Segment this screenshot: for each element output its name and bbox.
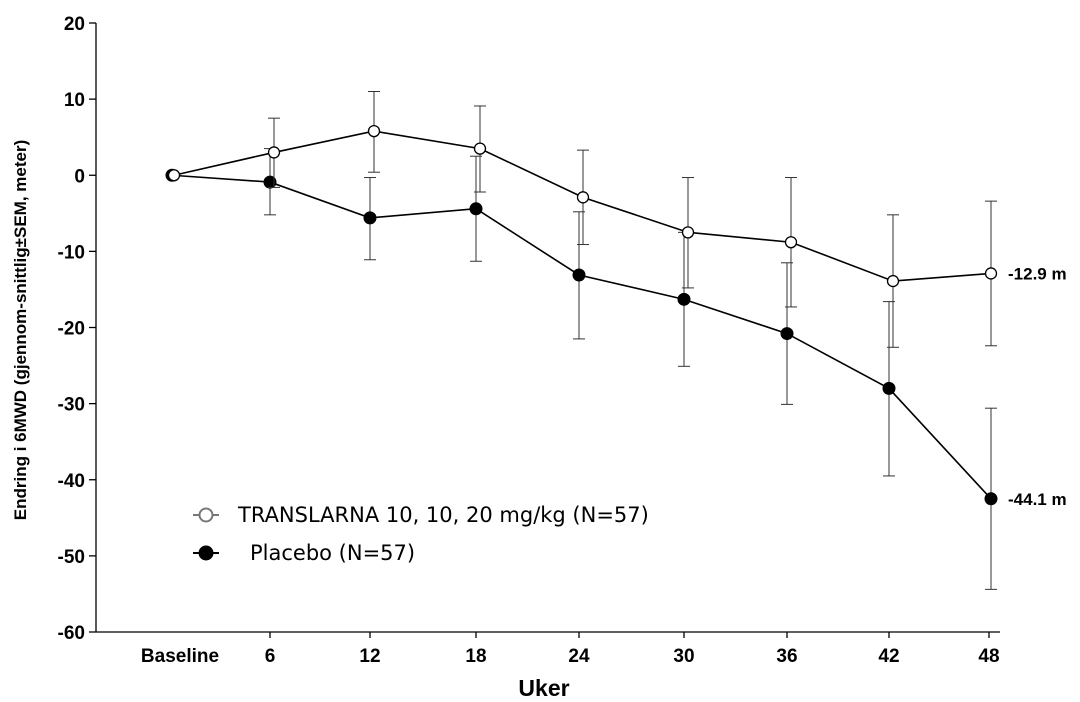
- x-tick-label: 42: [878, 646, 899, 667]
- y-tick-label: 0: [74, 166, 85, 187]
- x-tick-label: 18: [465, 646, 486, 667]
- data-point: [363, 211, 377, 225]
- data-point: [367, 124, 381, 138]
- legend-item-translarna: TRANSLARNA 10, 10, 20 mg/kg (N=57): [193, 503, 649, 527]
- data-point: [263, 175, 277, 189]
- data-point: [681, 226, 695, 239]
- x-ticks: Baseline 6 12 18 24 30 36 42 48: [141, 632, 1000, 667]
- data-point: [473, 142, 487, 155]
- legend-item-placebo: Placebo (N=57): [193, 541, 415, 565]
- y-tick-label: -60: [58, 623, 85, 644]
- y-tick-label: -20: [58, 319, 85, 340]
- data-point: [984, 492, 998, 506]
- series-translarna: -12.9 m: [167, 91, 1067, 348]
- x-tick-label: 36: [776, 646, 797, 667]
- data-point: [784, 236, 798, 249]
- legend: TRANSLARNA 10, 10, 20 mg/kg (N=57) Place…: [193, 503, 649, 565]
- y-tick-label: 10: [64, 90, 85, 111]
- legend-label-placebo: Placebo (N=57): [250, 541, 415, 565]
- x-tick-label: 24: [568, 646, 590, 667]
- legend-marker-open-circle: [198, 507, 214, 523]
- plot-area: -44.1 m -12.9 m: [165, 91, 1067, 590]
- end-label: -12.9 m: [1008, 264, 1067, 283]
- x-tick-label: 12: [359, 646, 380, 667]
- data-point: [886, 274, 900, 288]
- x-tick-label: Baseline: [141, 646, 219, 667]
- end-label: -44.1 m: [1008, 490, 1067, 509]
- legend-marker-filled-circle: [198, 545, 214, 561]
- series-placebo: -44.1 m: [165, 148, 1067, 590]
- x-axis-title: Uker: [518, 675, 569, 701]
- y-tick-label: -50: [58, 547, 85, 568]
- legend-label-translarna: TRANSLARNA 10, 10, 20 mg/kg (N=57): [237, 503, 649, 527]
- axes: [95, 23, 1000, 633]
- x-tick-label: 6: [265, 646, 276, 667]
- data-point: [882, 381, 896, 395]
- y-tick-label: -30: [58, 395, 85, 416]
- y-tick-label: -40: [58, 471, 85, 492]
- data-point: [167, 169, 181, 182]
- x-tick-label: 30: [673, 646, 694, 667]
- x-tick-label: 48: [978, 646, 999, 667]
- data-point: [677, 292, 691, 306]
- data-point: [469, 202, 483, 216]
- y-axis-title: Endring i 6MWD (gjennom-snittlig±SEM, me…: [11, 140, 30, 521]
- data-point: [780, 327, 794, 341]
- data-point: [984, 267, 998, 280]
- y-ticks: 20 10 0 -10 -20 -30 -40 -50 -60: [58, 14, 96, 644]
- data-point: [267, 146, 281, 159]
- series-line: [171, 174, 992, 500]
- y-tick-label: 20: [64, 14, 85, 35]
- data-point: [572, 268, 586, 282]
- y-tick-label: -10: [58, 242, 85, 263]
- data-point: [576, 191, 590, 204]
